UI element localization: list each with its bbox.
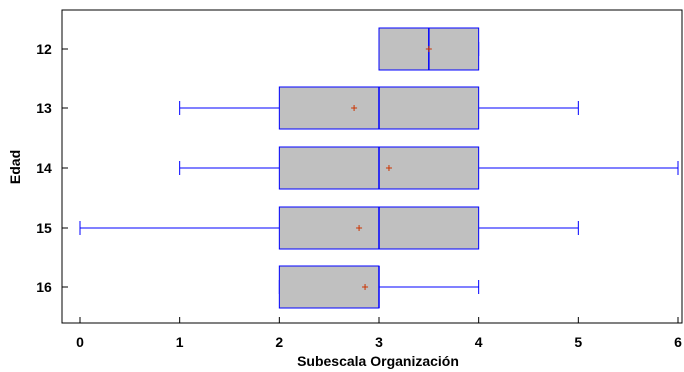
box-group-14 <box>179 146 679 190</box>
x-tick-label: 0 <box>76 334 84 350</box>
x-tick-label: 4 <box>475 334 483 350</box>
y-tick-label: 13 <box>36 100 52 116</box>
y-axis-title: Edad <box>7 150 23 184</box>
y-tick-label: 15 <box>36 220 52 236</box>
box-group-12 <box>378 27 480 71</box>
x-tick-label: 3 <box>375 334 383 350</box>
y-tick-label: 12 <box>36 41 52 57</box>
y-tick-label: 16 <box>36 279 52 295</box>
boxes-layer <box>79 27 679 309</box>
y-tick-label: 14 <box>36 160 52 176</box>
plot-frame <box>61 9 683 324</box>
x-tick-label: 2 <box>275 334 283 350</box>
box-group-16 <box>278 265 480 309</box>
box-group-13 <box>179 86 579 130</box>
x-tick-label: 5 <box>574 334 582 350</box>
x-axis-title: Subescala Organización <box>297 353 459 369</box>
x-axis: 0 1 2 3 4 5 6 <box>76 317 682 350</box>
x-tick-label: 6 <box>674 334 682 350</box>
y-axis: 12 13 14 15 16 <box>36 41 68 295</box>
box-group-15 <box>79 206 579 250</box>
x-tick-label: 1 <box>176 334 184 350</box>
